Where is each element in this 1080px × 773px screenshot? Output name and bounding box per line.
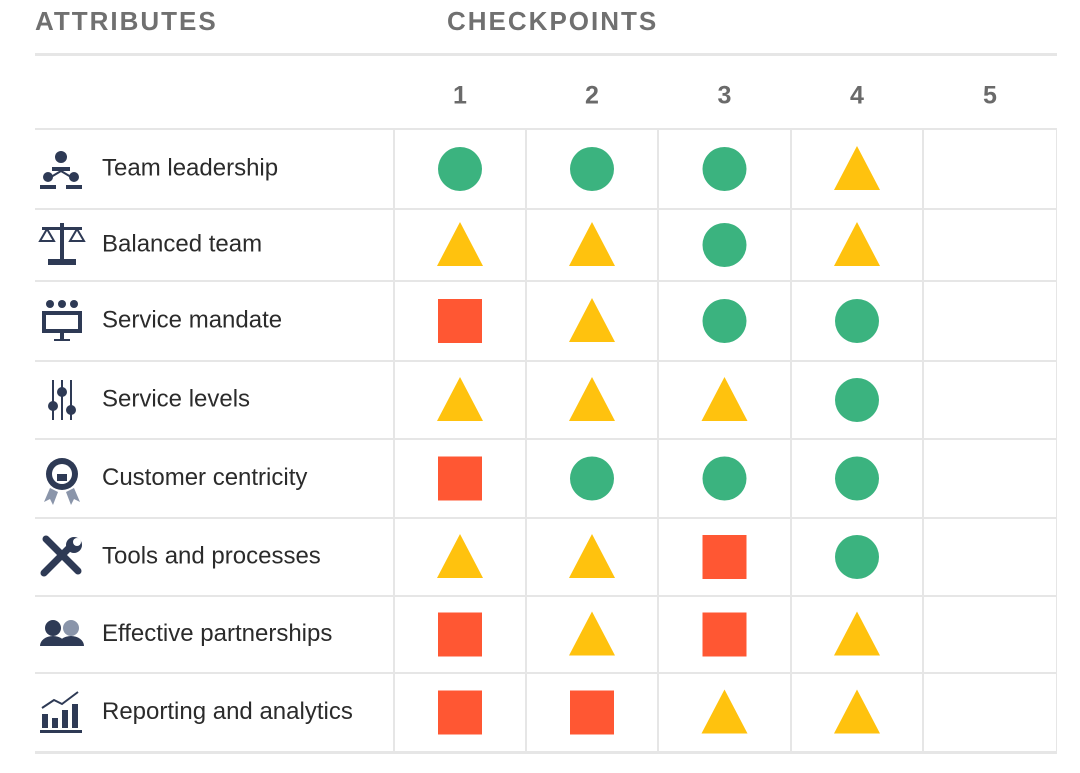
status-triangle [834, 689, 880, 734]
column-number: 2 [585, 82, 599, 110]
status-circle [702, 223, 747, 267]
status-triangle [834, 146, 880, 190]
checkpoint-cell [924, 519, 1056, 595]
status-triangle [437, 534, 483, 578]
icon-balance [38, 223, 86, 265]
status-circle [702, 147, 747, 191]
status-circle [835, 378, 879, 422]
status-triangle [569, 611, 615, 656]
status-triangle [569, 377, 615, 421]
status-circle [835, 299, 879, 343]
attribute-cell [35, 210, 393, 280]
icon-mandate [42, 300, 82, 341]
status-circle [438, 147, 482, 191]
icon-reporting [40, 691, 82, 733]
status-circle [702, 299, 747, 343]
checkpoint-cell [924, 210, 1056, 280]
status-triangle [569, 534, 615, 578]
status-square [438, 690, 482, 735]
status-circle [570, 456, 614, 501]
checkpoint-cell [924, 130, 1056, 208]
icon-levels [48, 380, 76, 420]
status-triangle [834, 611, 880, 656]
header-rule [35, 53, 1057, 56]
status-circle [702, 456, 747, 501]
attribute-cell [35, 282, 393, 360]
checkpoint-cell [924, 282, 1056, 360]
column-number: 1 [453, 82, 467, 110]
column-number: 4 [850, 82, 864, 110]
attribute-label: Service levels [102, 385, 250, 412]
status-triangle [701, 689, 748, 734]
icon-leadership [40, 151, 82, 189]
attribute-cell [35, 519, 393, 595]
icons [38, 151, 86, 733]
status-triangle [834, 222, 880, 266]
icon-partnerships [40, 620, 84, 646]
attribute-label: Balanced team [102, 230, 262, 257]
attribute-label: Service mandate [102, 306, 282, 333]
attribute-label: Tools and processes [102, 542, 321, 569]
status-circle [835, 456, 879, 501]
status-square [570, 690, 614, 735]
status-triangle [437, 377, 483, 421]
column-number: 5 [983, 82, 997, 110]
attribute-label: Reporting and analytics [102, 698, 353, 725]
status-circle [835, 535, 879, 579]
attribute-cell [35, 674, 393, 751]
checkpoint-cell [924, 440, 1056, 517]
status-triangle [437, 222, 483, 266]
grid [35, 128, 1057, 754]
checkpoints-header: CHECKPOINTS [447, 6, 658, 36]
icon-centricity [44, 458, 80, 505]
status-square [702, 612, 747, 657]
checkpoint-cell [924, 674, 1056, 751]
checkpoint-cell [924, 362, 1056, 438]
status-triangle [701, 377, 748, 421]
attribute-cell [35, 440, 393, 517]
attribute-label: Effective partnerships [102, 620, 332, 647]
status-square [438, 299, 482, 343]
icon-tools [40, 535, 82, 577]
status-triangle [569, 222, 615, 266]
attribute-cell [35, 362, 393, 438]
status-triangle [569, 298, 615, 342]
attribute-label: Customer centricity [102, 464, 307, 491]
column-number: 3 [718, 82, 732, 110]
attributes-header: ATTRIBUTES [35, 6, 218, 36]
attribute-cell [35, 597, 393, 672]
status-square [702, 535, 747, 579]
status-circle [570, 147, 614, 191]
attribute-label: Team leadership [102, 154, 278, 181]
attribute-cell [35, 130, 393, 208]
status-square [438, 612, 482, 657]
status-square [438, 456, 482, 501]
checkpoint-cell [924, 597, 1056, 672]
